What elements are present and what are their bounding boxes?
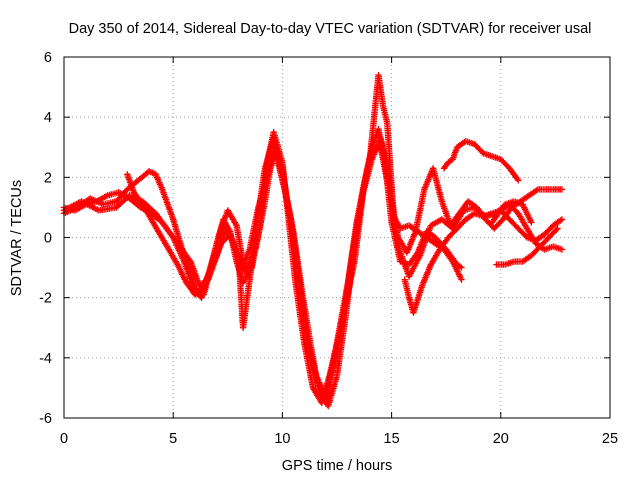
series-track-h [493,225,561,268]
series-track-d [124,71,465,404]
series-track-g [488,201,566,253]
data-points [60,71,566,410]
y-tick-label: 2 [44,170,52,186]
y-tick-label: 6 [44,50,52,66]
series-trace [124,73,464,402]
y-axis-label: SDTVAR / TECUs [9,180,25,296]
series-trace [441,138,521,182]
series-track-f [440,138,522,184]
x-tick-label: 20 [493,431,509,447]
x-tick-label: 25 [602,431,618,447]
x-axis-label: GPS time / hours [282,458,392,474]
y-tick-label: 0 [44,231,52,247]
x-tick-label: 10 [274,431,290,447]
y-axis-ticks: -6 -4 -2 0 2 4 6 [39,50,610,427]
series-track-e [401,207,566,316]
y-tick-label: 4 [44,110,52,126]
y-tick-label: -4 [39,351,52,367]
series-trace [401,207,564,315]
x-tick-label: 0 [60,431,68,447]
x-tick-label: 5 [169,431,177,447]
chart-title: Day 350 of 2014, Sidereal Day-to-day VTE… [69,21,592,37]
series-trace [495,226,560,268]
x-tick-label: 15 [384,431,400,447]
y-tick-label: -2 [39,291,52,307]
y-tick-label: -6 [39,411,52,427]
x-axis-ticks: 0 5 10 15 20 25 [60,57,618,447]
